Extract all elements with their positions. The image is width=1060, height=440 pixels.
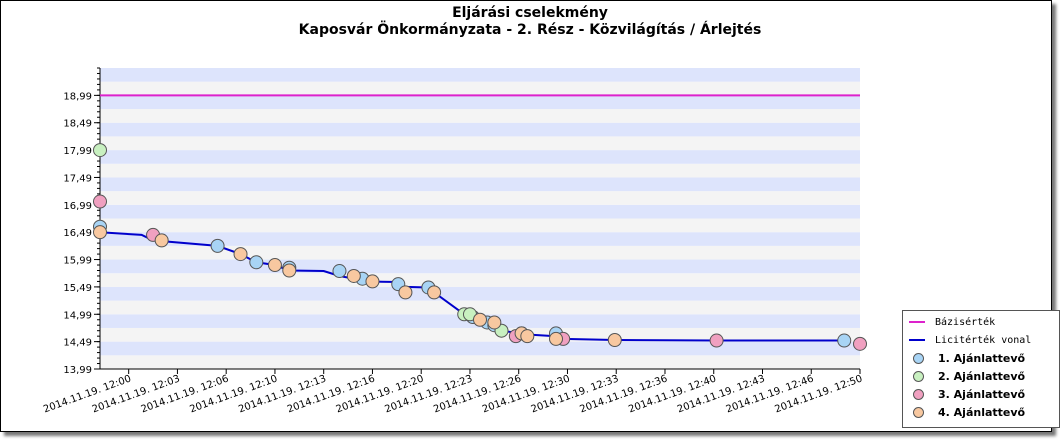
plot-bands	[100, 68, 860, 369]
grid-band	[100, 109, 860, 123]
bidder-4-marker	[520, 329, 535, 344]
bidder-3-marker	[93, 194, 107, 209]
legend-label: 4. Ajánlattevő	[938, 405, 1026, 419]
grid-band	[100, 81, 860, 96]
legend-swatch	[909, 321, 925, 323]
grid-band	[100, 191, 860, 205]
bidder-4-marker	[365, 274, 380, 289]
y-tick-label: 18,49	[63, 119, 92, 130]
bidder-4-marker	[282, 263, 297, 278]
bidder-2-marker	[93, 143, 107, 158]
y-tick-label: 13,99	[63, 365, 92, 376]
legend: Bázisérték Licitérték vonal 1. Ajánlatte…	[902, 310, 1060, 428]
legend-item-bidder-3: 3. Ajánlattevő	[909, 387, 1025, 401]
y-tick-label: 17,99	[63, 146, 92, 157]
bidder-1-marker	[332, 264, 347, 279]
grid-band	[100, 136, 860, 151]
bidder-4-marker	[427, 285, 442, 300]
grid-band	[100, 355, 860, 369]
bidder-3-marker	[709, 333, 724, 348]
legend-swatch	[909, 339, 925, 341]
legend-label: Bázisérték	[935, 316, 996, 328]
bidder-4-marker	[607, 332, 622, 347]
bidder-1-marker	[837, 333, 852, 348]
y-tick-label: 16,99	[63, 201, 92, 212]
legend-swatch	[913, 352, 924, 364]
bidder-4-marker	[154, 233, 169, 248]
grid-band	[100, 177, 860, 192]
bidder-4-marker	[233, 247, 248, 262]
legend-item-base: Bázisérték	[909, 315, 995, 329]
legend-swatch	[913, 388, 924, 400]
bidder-1-marker	[210, 238, 225, 253]
y-tick-label: 15,49	[63, 283, 92, 294]
legend-label: 1. Ajánlattevő	[938, 351, 1026, 365]
grid-band	[100, 259, 860, 274]
grid-band	[100, 273, 860, 287]
bidder-4-marker	[487, 315, 502, 330]
markers-layer	[93, 143, 867, 351]
legend-label: 2. Ajánlattevő	[938, 369, 1026, 383]
legend-label: 3. Ajánlattevő	[938, 387, 1026, 401]
legend-swatch	[913, 406, 924, 418]
bidder-4-marker	[473, 312, 487, 327]
legend-swatch	[913, 370, 924, 382]
grid-band	[100, 150, 860, 164]
y-tick-label: 14,49	[63, 338, 92, 349]
grid-band	[100, 68, 860, 82]
grid-band	[100, 95, 860, 110]
y-tick-label: 17,49	[63, 173, 92, 184]
x-tick-label: 2014.11.19. 12:50	[773, 373, 864, 415]
y-tick-label: 18,99	[63, 91, 92, 102]
grid-band	[100, 341, 860, 356]
grid-band	[100, 286, 860, 301]
legend-item-bid-line: Licitérték vonal	[909, 333, 1031, 347]
bidder-4-marker	[93, 225, 107, 240]
bidder-4-marker	[346, 268, 361, 283]
bidder-1-marker	[249, 255, 264, 270]
y-tick-label: 15,99	[63, 256, 92, 267]
chart-subtitle: Kaposvár Önkormányzata - 2. Rész - Közvi…	[298, 22, 762, 38]
grid-band	[100, 245, 860, 260]
bidder-4-marker	[549, 331, 563, 346]
legend-item-bidder-1: 1. Ajánlattevő	[909, 351, 1025, 365]
grid-band	[100, 232, 860, 246]
grid-band	[100, 122, 860, 137]
grid-band	[100, 327, 860, 342]
grid-band	[100, 300, 860, 315]
y-tick-label: 16,49	[63, 228, 92, 239]
chart-title: Eljárási cselekmény	[452, 5, 608, 21]
y-tick-label: 14,99	[63, 310, 92, 321]
grid-band	[100, 163, 860, 178]
legend-item-bidder-4: 4. Ajánlattevő	[909, 405, 1025, 419]
grid-band	[100, 204, 860, 219]
legend-item-bidder-2: 2. Ajánlattevő	[909, 369, 1025, 383]
bidder-3-marker	[853, 336, 867, 351]
bidder-4-marker	[398, 285, 413, 300]
grid-band	[100, 218, 860, 233]
bidder-4-marker	[267, 258, 282, 273]
legend-label: Licitérték vonal	[935, 334, 1032, 346]
